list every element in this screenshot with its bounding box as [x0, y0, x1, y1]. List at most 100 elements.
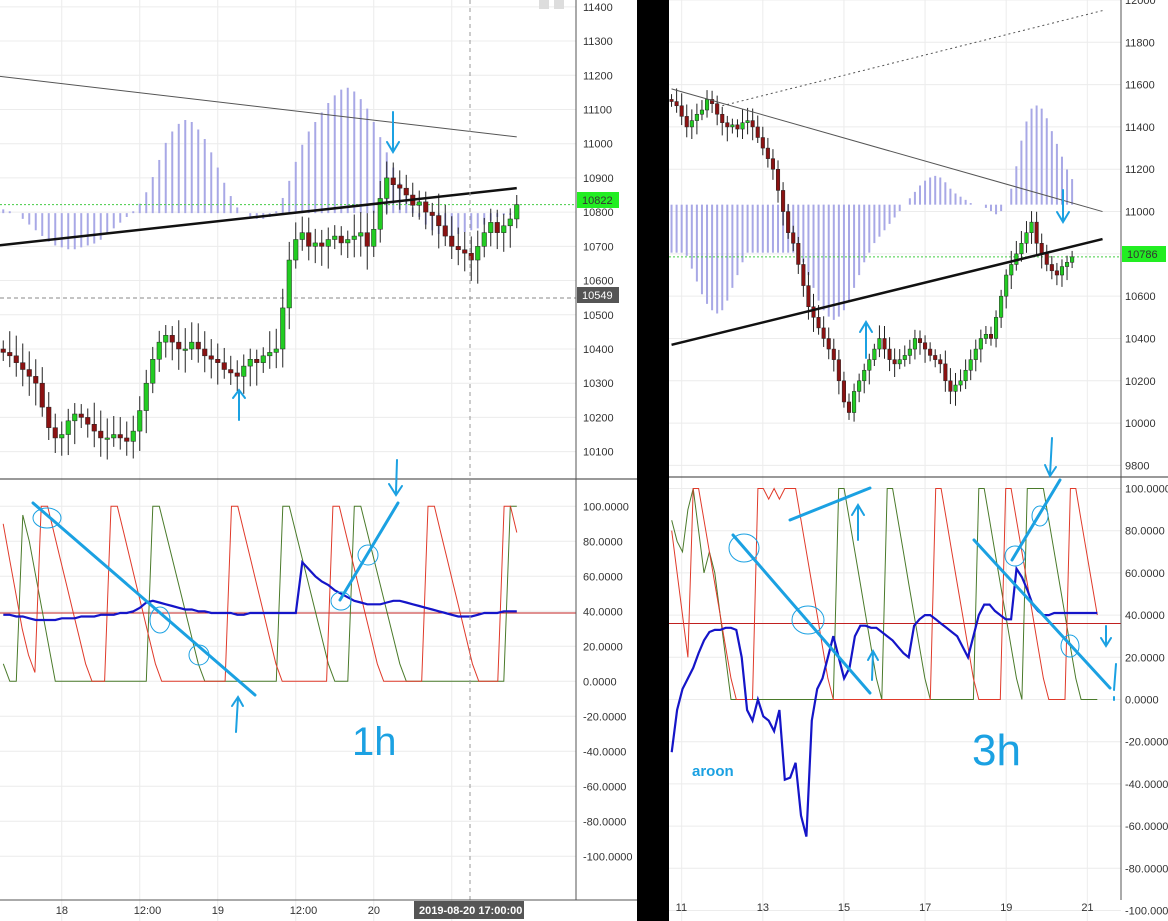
aroon-down-line — [2, 505, 518, 682]
right-histogram — [670, 105, 1074, 320]
candle-body — [150, 359, 156, 384]
y-tick-label: -100.0000 — [583, 851, 633, 863]
y-tick-label: 80.0000 — [583, 536, 623, 548]
up-arrow-annotation — [859, 320, 873, 359]
candle-body — [254, 359, 260, 363]
y-tick-label: 0.0000 — [1125, 695, 1159, 707]
candle-body — [1039, 243, 1044, 255]
candle-body — [124, 437, 130, 442]
candle-body — [669, 99, 674, 102]
candle-body — [449, 235, 455, 247]
candle-body — [988, 334, 994, 339]
up-arrow-annotation — [231, 695, 244, 733]
candle-body — [948, 380, 953, 392]
down-arrow-annotation — [386, 111, 400, 154]
candle-body — [994, 317, 999, 339]
candle-body — [1070, 256, 1075, 263]
trend-annotation-line — [1010, 478, 1062, 562]
trend-annotation-line — [788, 486, 872, 522]
trendline — [671, 237, 1103, 347]
oscillator-line — [670, 565, 1098, 837]
y-tick-label: 10100 — [583, 447, 614, 459]
left-timeframe-note: 1h — [352, 720, 397, 764]
y-tick-label: 100.0000 — [583, 501, 629, 513]
pane-control-icon[interactable] — [539, 0, 549, 9]
oscillator-line — [3, 559, 517, 622]
circle-annotation — [32, 507, 62, 529]
candle-body — [306, 232, 312, 247]
candle-body — [104, 437, 110, 440]
circle-annotation — [791, 605, 825, 635]
candle-body — [72, 413, 78, 422]
y-tick-label: -40.0000 — [1125, 779, 1168, 791]
candle-body — [267, 352, 273, 357]
candle-body — [429, 211, 435, 216]
y-tick-label: 12000 — [1125, 0, 1156, 7]
right-aroon-axis: 100.0000 80.0000 60.0000 40.0000 20.0000 0.00… — [1125, 484, 1168, 918]
candle-body — [397, 184, 403, 189]
y-tick-label: -60.0000 — [1125, 821, 1168, 833]
right-timeframe-note: 3h — [972, 726, 1021, 775]
candle-body — [234, 372, 240, 377]
pane-control-icon[interactable] — [554, 0, 564, 9]
candle-body — [85, 417, 91, 425]
y-tick-label: 11200 — [583, 70, 613, 82]
candle-body — [52, 427, 58, 439]
candle-body — [882, 338, 887, 350]
candle-body — [862, 369, 867, 382]
crosshair-time-label: 2019-08-20 17:00:00 — [419, 905, 522, 917]
candle-body — [953, 384, 958, 392]
candle-body — [831, 348, 836, 360]
candle-body — [332, 235, 338, 240]
right-current-price-label: 10786 — [1127, 249, 1158, 261]
y-tick-label: 11400 — [1125, 122, 1155, 134]
left-aroon-series — [0, 505, 576, 682]
trendline — [671, 88, 1103, 213]
trendline — [0, 75, 517, 138]
y-tick-label: 10600 — [583, 276, 614, 288]
y-tick-label: 9800 — [1125, 460, 1149, 472]
candle-body — [202, 348, 208, 357]
up-arrow-annotation — [851, 503, 865, 541]
candle-body — [13, 355, 19, 363]
candle-body — [760, 137, 765, 149]
candle-body — [208, 355, 214, 360]
candle-body — [705, 99, 710, 111]
right-aroon-series — [669, 487, 1121, 837]
candle-body — [46, 406, 52, 428]
candle-body — [1009, 264, 1014, 276]
candle-body — [796, 243, 801, 265]
candle-body — [416, 201, 422, 206]
x-tick-label: 20 — [368, 905, 380, 917]
candle-body — [902, 355, 907, 360]
candle-body — [436, 215, 442, 227]
candle-body — [907, 348, 912, 356]
candle-body — [968, 359, 973, 371]
candle-body — [745, 120, 750, 123]
candle-body — [384, 177, 390, 199]
x-tick-label: 18 — [56, 905, 68, 917]
y-tick-label: 10500 — [583, 310, 614, 322]
y-tick-label: 0.0000 — [583, 676, 617, 688]
candle-body — [806, 285, 811, 308]
candle-body — [338, 235, 344, 244]
y-tick-label: -60.0000 — [583, 781, 626, 793]
right-candles — [669, 88, 1075, 422]
aroon-up-line — [2, 505, 517, 682]
candle-body — [26, 369, 32, 377]
candle-body — [0, 348, 6, 353]
left-current-price-label: 10822 — [582, 195, 613, 207]
candle-body — [91, 424, 97, 432]
y-tick-label: 11000 — [1125, 207, 1155, 219]
left-candles — [0, 161, 520, 460]
indicator-name-note: aroon — [692, 763, 734, 780]
candle-body — [1049, 264, 1054, 272]
candle-body — [958, 380, 963, 386]
candle-body — [710, 99, 715, 104]
candle-body — [215, 359, 221, 363]
candle-body — [364, 232, 370, 247]
candle-body — [963, 369, 968, 382]
candle-body — [481, 232, 487, 247]
circle-annotation — [188, 644, 210, 666]
